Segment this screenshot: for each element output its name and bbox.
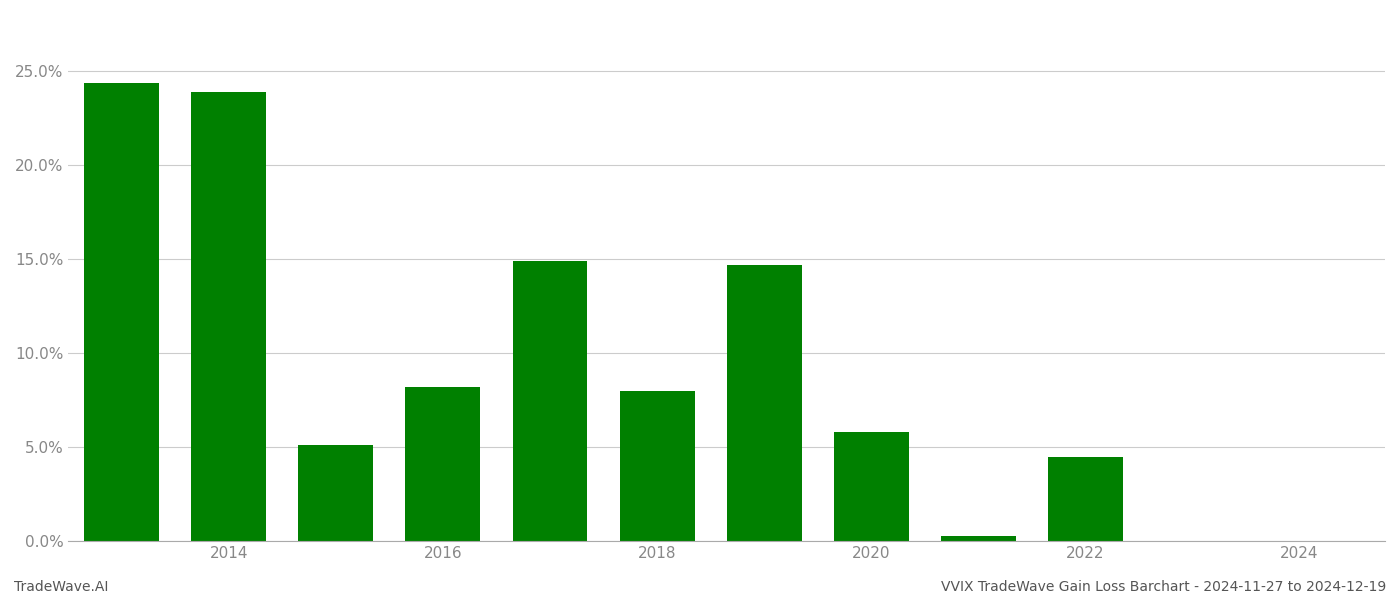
Bar: [833, 432, 909, 541]
Bar: [298, 445, 374, 541]
Bar: [512, 261, 588, 541]
Bar: [941, 536, 1015, 541]
Bar: [84, 83, 160, 541]
Text: TradeWave.AI: TradeWave.AI: [14, 580, 108, 594]
Text: VVIX TradeWave Gain Loss Barchart - 2024-11-27 to 2024-12-19: VVIX TradeWave Gain Loss Barchart - 2024…: [941, 580, 1386, 594]
Bar: [620, 391, 694, 541]
Bar: [406, 387, 480, 541]
Bar: [192, 92, 266, 541]
Bar: [727, 265, 802, 541]
Bar: [1047, 457, 1123, 541]
